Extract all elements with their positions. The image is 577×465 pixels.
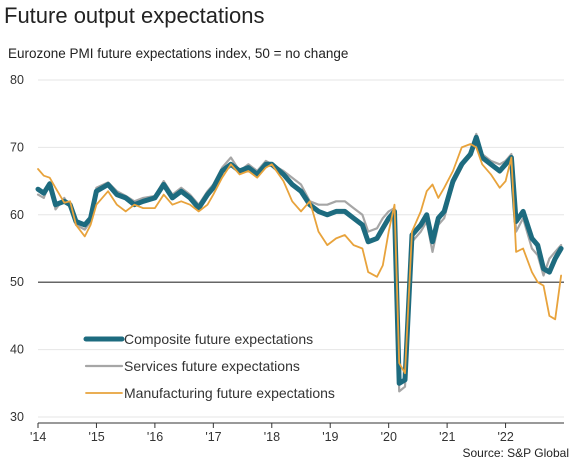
y-tick-label: 80 bbox=[10, 73, 24, 87]
x-tick-label: '20 bbox=[381, 430, 397, 444]
x-tick-label: '16 bbox=[147, 430, 163, 444]
source-note: Source: S&P Global bbox=[462, 446, 569, 460]
y-tick-label: 70 bbox=[10, 140, 24, 154]
series-lines bbox=[35, 132, 564, 393]
series-line-2 bbox=[37, 143, 562, 375]
chart-title: Future output expectations bbox=[4, 3, 265, 28]
y-tick-label: 60 bbox=[10, 208, 24, 222]
x-axis: '14 '15 '16 '17 '18 '19 '20 '21 '22 bbox=[30, 281, 564, 444]
x-tick-label: '22 bbox=[498, 430, 514, 444]
y-tick-label: 40 bbox=[10, 343, 24, 357]
legend-label: Manufacturing future expectations bbox=[124, 385, 335, 401]
y-tick-label: 50 bbox=[10, 275, 24, 289]
x-tick-label: '14 bbox=[30, 430, 46, 444]
legend-label: Services future expectations bbox=[124, 358, 300, 374]
legend: Composite future expectations Services fu… bbox=[83, 331, 335, 401]
y-tick-label: 30 bbox=[10, 410, 24, 424]
x-tick-label: '15 bbox=[88, 430, 104, 444]
x-tick-label: '19 bbox=[322, 430, 338, 444]
chart-subtitle: Eurozone PMI future expectations index, … bbox=[8, 46, 349, 61]
series-line-1 bbox=[36, 132, 563, 393]
y-axis: 30 40 50 60 70 80 bbox=[10, 73, 24, 424]
legend-label: Composite future expectations bbox=[124, 331, 313, 347]
series-line-0 bbox=[35, 134, 564, 386]
x-tick-label: '18 bbox=[264, 430, 280, 444]
x-tick-label: '21 bbox=[439, 430, 455, 444]
x-tick-label: '17 bbox=[205, 430, 221, 444]
